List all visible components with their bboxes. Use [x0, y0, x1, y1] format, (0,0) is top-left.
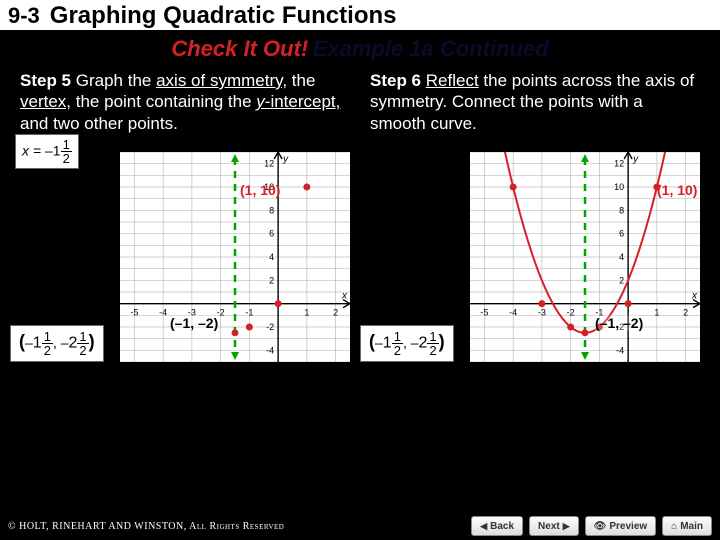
svg-text:4: 4 — [619, 252, 624, 262]
home-icon: ⌂ — [671, 521, 677, 532]
svg-text:-4: -4 — [159, 307, 167, 317]
subhead: Check It Out! Example 1a Continued — [0, 30, 720, 70]
right-graph-area: xy-5-4-3-2-11212108642-2-4 (1, 10) (–1, … — [370, 142, 700, 372]
step6-text: Step 6 Reflect the points across the axi… — [370, 70, 700, 134]
step6-label: Step 6 — [370, 71, 421, 90]
back-button[interactable]: ◀Back — [471, 516, 523, 536]
svg-text:-4: -4 — [266, 345, 274, 355]
svg-text:8: 8 — [269, 205, 274, 215]
footer: © HOLT, RINEHART AND WINSTON, All Rights… — [0, 512, 720, 540]
triangle-left-icon: ◀ — [480, 521, 487, 532]
svg-text:8: 8 — [619, 205, 624, 215]
left-graph: xy-5-4-3-2-11212108642-2-4 — [120, 152, 350, 362]
svg-text:1: 1 — [304, 307, 309, 317]
svg-text:1: 1 — [654, 307, 659, 317]
svg-text:-5: -5 — [130, 307, 138, 317]
left-graph-area: x = –112 xy-5-4-3-2-11212108642-2-4 (1, … — [20, 142, 350, 372]
subhead-rest: Example 1a Continued — [313, 36, 549, 61]
next-button[interactable]: Next▶ — [529, 516, 579, 536]
left-column: Step 5 Graph the axis of symmetry, the v… — [20, 70, 350, 372]
point-label-m1-m2: (–1, –2) — [170, 315, 218, 331]
point-label-m1-m2-r: (–1, –2) — [595, 315, 643, 331]
subhead-red: Check It Out! — [171, 36, 308, 61]
point-label-1-10-r: (1, 10) — [657, 182, 697, 198]
svg-text:6: 6 — [269, 228, 274, 238]
svg-text:6: 6 — [619, 228, 624, 238]
preview-button[interactable]: 👁Preview — [585, 516, 657, 536]
eye-icon: 👁 — [594, 521, 607, 532]
svg-text:-4: -4 — [509, 307, 517, 317]
step5-label: Step 5 — [20, 71, 71, 90]
svg-text:y: y — [632, 154, 639, 165]
main-button[interactable]: ⌂Main — [662, 516, 712, 536]
axis-equation: x = –112 — [15, 134, 79, 169]
svg-text:2: 2 — [333, 307, 338, 317]
svg-text:x: x — [691, 290, 698, 301]
svg-text:-2: -2 — [266, 322, 274, 332]
svg-text:4: 4 — [269, 252, 274, 262]
svg-text:-1: -1 — [245, 307, 253, 317]
header-bar: 9-3 Graphing Quadratic Functions — [0, 0, 720, 30]
section-number: 9-3 — [8, 3, 40, 29]
vertex-label-r: (–112, –212) — [360, 325, 454, 362]
content-row: Step 5 Graph the axis of symmetry, the v… — [0, 70, 720, 372]
triangle-right-icon: ▶ — [563, 521, 570, 532]
svg-text:2: 2 — [269, 275, 274, 285]
svg-text:10: 10 — [614, 182, 624, 192]
svg-text:y: y — [282, 154, 289, 165]
svg-text:-4: -4 — [616, 345, 624, 355]
svg-text:2: 2 — [619, 275, 624, 285]
svg-text:-3: -3 — [538, 307, 546, 317]
svg-text:x: x — [341, 290, 348, 301]
step5-text: Step 5 Graph the axis of symmetry, the v… — [20, 70, 350, 134]
svg-text:12: 12 — [264, 158, 274, 168]
section-title: Graphing Quadratic Functions — [50, 2, 397, 30]
point-label-1-10: (1, 10) — [240, 182, 280, 198]
svg-text:2: 2 — [683, 307, 688, 317]
svg-text:12: 12 — [614, 158, 624, 168]
svg-text:-5: -5 — [480, 307, 488, 317]
slide: 9-3 Graphing Quadratic Functions Check I… — [0, 0, 720, 540]
vertex-label: (–112, –212) — [10, 325, 104, 362]
right-column: Step 6 Reflect the points across the axi… — [370, 70, 700, 372]
svg-text:-2: -2 — [567, 307, 575, 317]
copyright: © HOLT, RINEHART AND WINSTON, All Rights… — [8, 521, 465, 532]
